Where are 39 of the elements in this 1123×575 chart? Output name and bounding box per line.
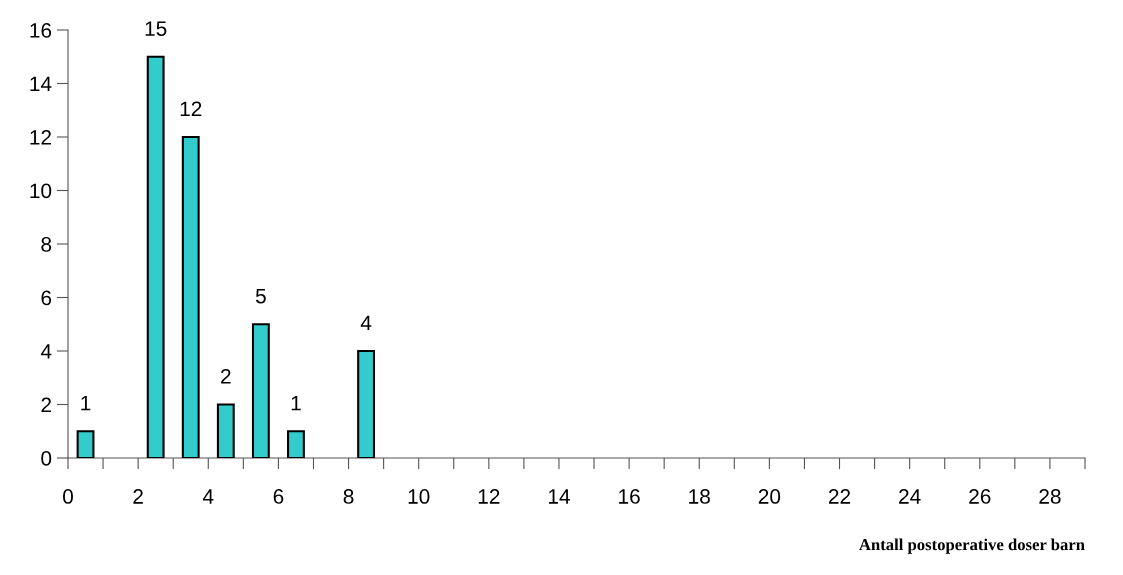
bar bbox=[287, 430, 305, 458]
y-tick-label: 16 bbox=[30, 23, 52, 38]
x-tick-label: 28 bbox=[1039, 489, 1061, 504]
bar bbox=[251, 323, 270, 458]
bar bbox=[76, 430, 95, 458]
data-label: 2 bbox=[221, 368, 231, 384]
x-tick-label: 16 bbox=[619, 489, 640, 504]
x-tick-label: 14 bbox=[548, 489, 570, 504]
y-tick-label: 4 bbox=[40, 344, 52, 359]
x-tick-label: 24 bbox=[899, 489, 921, 504]
x-tick-label: 4 bbox=[202, 489, 214, 504]
x-tick-label: 0 bbox=[63, 489, 73, 504]
y-tick-label: 6 bbox=[41, 290, 52, 306]
bar bbox=[181, 135, 200, 458]
data-label: 1 bbox=[81, 395, 91, 411]
x-tick-label: 26 bbox=[969, 489, 991, 504]
x-tick-label: 18 bbox=[689, 489, 710, 504]
bar bbox=[216, 403, 235, 458]
y-tick-label: 10 bbox=[30, 183, 52, 199]
y-tick-label: 0 bbox=[41, 451, 52, 466]
data-label: 5 bbox=[255, 288, 266, 304]
x-tick-label: 22 bbox=[828, 489, 851, 504]
bar bbox=[146, 55, 165, 458]
x-axis-title: Antall postoperative doser barn bbox=[859, 538, 1085, 554]
y-tick-label: 14 bbox=[30, 76, 52, 92]
bar bbox=[357, 349, 376, 458]
x-tick-label: 20 bbox=[758, 489, 781, 504]
y-tick-label: 12 bbox=[30, 130, 51, 145]
x-tick-label: 8 bbox=[343, 489, 354, 504]
data-label: 4 bbox=[360, 315, 372, 331]
y-tick-label: 2 bbox=[41, 397, 51, 413]
x-tick-label: 12 bbox=[478, 489, 500, 504]
data-label: 1 bbox=[291, 395, 301, 411]
y-tick-label: 8 bbox=[41, 237, 52, 252]
data-label: 15 bbox=[145, 21, 167, 36]
x-tick-label: 10 bbox=[408, 489, 430, 504]
x-tick-label: 6 bbox=[273, 489, 284, 504]
data-label: 12 bbox=[180, 101, 202, 117]
x-tick-label: 2 bbox=[133, 489, 143, 504]
